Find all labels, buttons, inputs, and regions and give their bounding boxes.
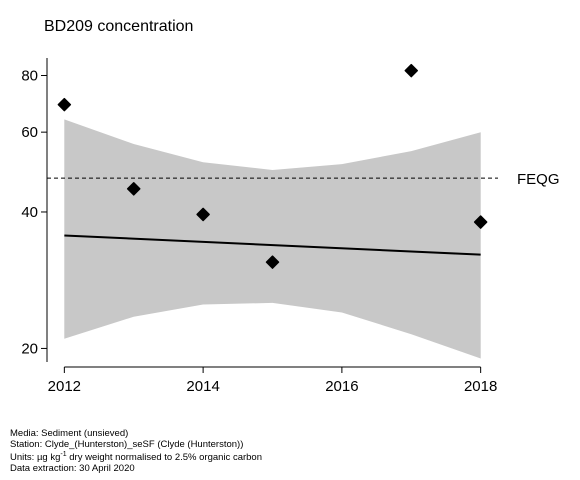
footer-units-suffix: dry weight normalised to 2.5% organic ca… xyxy=(66,452,262,464)
data-point xyxy=(196,207,210,222)
data-point xyxy=(265,255,280,269)
data-point xyxy=(57,97,72,112)
y-tick-label: 40 xyxy=(21,204,38,221)
chart-title: BD209 concentration xyxy=(44,18,194,35)
x-tick-label: 2018 xyxy=(464,378,497,395)
trend-line xyxy=(64,234,481,256)
confidence-band xyxy=(64,119,481,359)
footer-media: Media: Sediment (unsieved) xyxy=(10,428,129,439)
data-point xyxy=(126,182,141,196)
footer-units-mu: µg kg xyxy=(36,452,61,464)
footer-units: Units: µg kg-1 dry weight normalised to … xyxy=(10,450,262,464)
footer-units-exponent: -1 xyxy=(60,451,67,459)
x-tick-label: 2016 xyxy=(325,378,358,395)
y-tick-label: 80 xyxy=(21,68,38,85)
y-tick-label: 20 xyxy=(21,340,38,357)
feqg-label: FEQG xyxy=(517,171,560,188)
x-tick-label: 2012 xyxy=(48,378,81,395)
footer-notes: Media: Sediment (unsieved) Station: Clyd… xyxy=(10,428,262,475)
data-point xyxy=(404,63,419,78)
data-point xyxy=(473,215,488,229)
footer-extraction: Data extraction: 30 April 2020 xyxy=(10,462,135,474)
footer-units-prefix: Units: xyxy=(10,452,37,464)
footer-station: Station: Clyde_(Hunterston)_seSF (Clyde … xyxy=(10,438,244,450)
y-tick-label: 60 xyxy=(21,124,38,141)
x-tick-label: 2014 xyxy=(186,378,219,395)
